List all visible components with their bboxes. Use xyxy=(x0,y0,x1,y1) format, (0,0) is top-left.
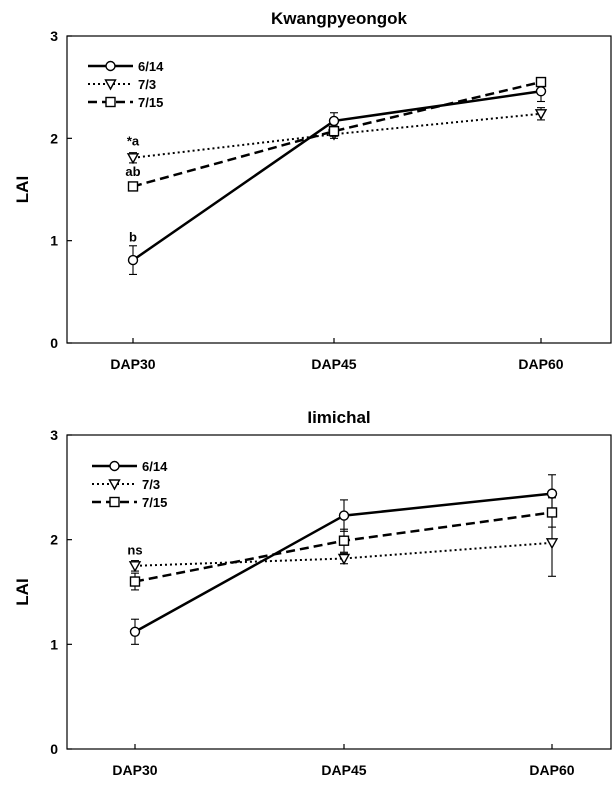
data-point xyxy=(534,109,548,121)
data-point xyxy=(126,153,140,165)
legend-marker xyxy=(109,460,120,472)
data-point xyxy=(545,538,559,550)
series-square xyxy=(127,76,547,192)
significance-label: *a xyxy=(127,133,140,148)
chart-title: Kwangpyeongok xyxy=(271,9,408,28)
data-point xyxy=(129,626,141,637)
data-point xyxy=(127,181,139,192)
data-point xyxy=(546,488,558,499)
legend-marker xyxy=(109,496,120,508)
x-tick-label: DAP45 xyxy=(321,762,366,778)
legend-marker xyxy=(105,96,116,108)
series-circle xyxy=(127,80,547,275)
data-point xyxy=(328,115,340,127)
chart-panel-1: Kwangpyeongok LAI 0 1 2 3 DAP30 DAP45 DAP60 6/14 7… xyxy=(13,9,612,372)
plot-frame xyxy=(66,434,612,750)
legend-label: 7/15 xyxy=(142,495,167,510)
data-point xyxy=(127,254,139,266)
significance-label: ab xyxy=(125,164,140,179)
x-tick-label: DAP45 xyxy=(311,356,356,372)
x-tick-label: DAP60 xyxy=(529,762,574,778)
series-circle xyxy=(129,474,558,645)
chart-panel-2: Iimichal LAI 0 1 2 3 DAP30 DAP45 DAP60 6/14 7/3 7/1… xyxy=(13,408,612,778)
y-axis-label: LAI xyxy=(13,578,32,605)
data-point xyxy=(535,76,547,88)
y-tick-label: 1 xyxy=(50,636,58,652)
y-axis-label: LAI xyxy=(13,176,32,203)
legend-label: 7/3 xyxy=(142,477,160,492)
legend-entry: 7/3 xyxy=(92,477,160,492)
data-point xyxy=(129,576,141,587)
series-square xyxy=(129,497,558,591)
y-tick-label: 0 xyxy=(50,741,58,757)
legend-label: 7/3 xyxy=(138,77,156,92)
x-tick-label: DAP30 xyxy=(110,356,155,372)
y-tick-label: 3 xyxy=(50,28,58,44)
y-tick-label: 1 xyxy=(50,233,58,249)
x-tick-label: DAP30 xyxy=(112,762,157,778)
data-point xyxy=(128,561,142,573)
legend-marker xyxy=(105,60,116,72)
y-tick-label: 3 xyxy=(50,427,58,443)
y-tick-label: 2 xyxy=(50,532,58,548)
series-line xyxy=(132,90,542,262)
legend-entry: 7/15 xyxy=(88,95,163,110)
plot-frame xyxy=(66,35,612,344)
legend-label: 6/14 xyxy=(142,459,168,474)
series-line xyxy=(132,80,542,188)
y-tick-label: 2 xyxy=(50,130,58,146)
data-point xyxy=(338,510,350,521)
legend-entry: 7/3 xyxy=(88,77,156,92)
data-point xyxy=(546,507,558,518)
data-point xyxy=(338,535,350,546)
legend-entry: 6/14 xyxy=(92,459,168,474)
legend-label: 6/14 xyxy=(138,59,164,74)
chart-title: Iimichal xyxy=(307,408,370,427)
data-point xyxy=(337,553,351,565)
x-tick-label: DAP60 xyxy=(518,356,563,372)
data-point xyxy=(328,125,340,137)
legend-marker xyxy=(104,79,117,91)
legend-marker xyxy=(108,479,121,491)
data-point xyxy=(535,86,547,97)
series-line xyxy=(132,112,542,159)
significance-label: b xyxy=(129,230,137,245)
significance-label: ns xyxy=(127,542,142,557)
legend-label: 7/15 xyxy=(138,95,163,110)
legend-entry: 7/15 xyxy=(92,495,167,510)
series-triangle-down xyxy=(128,508,559,577)
legend-entry: 6/14 xyxy=(88,59,164,74)
y-tick-label: 0 xyxy=(50,335,58,351)
